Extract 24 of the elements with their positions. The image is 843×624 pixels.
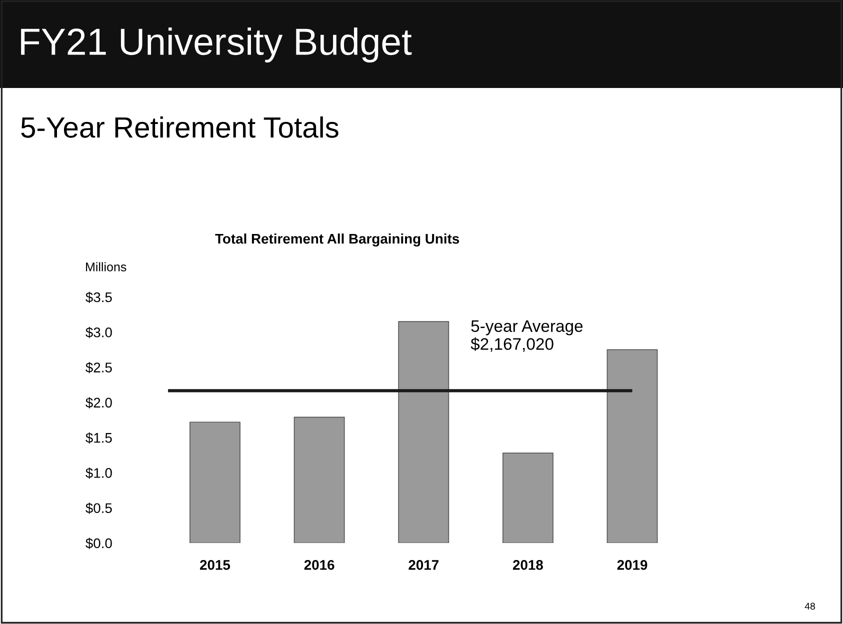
y-tick-label: $0.5 bbox=[86, 502, 112, 514]
x-tick-label: 2017 bbox=[408, 560, 438, 570]
bar bbox=[502, 452, 554, 543]
chart-title: FY21 University Budget bbox=[21, 28, 412, 62]
bar bbox=[606, 349, 658, 543]
text: Total Retirement All Bargaining Units bbox=[215, 233, 460, 247]
ref-line-label: 5-year Average $2,167,020 bbox=[470, 320, 583, 352]
y-tick-label: $2.0 bbox=[86, 397, 112, 408]
y-tick-label: $3.5 bbox=[86, 292, 112, 303]
y-tick-label: $2.5 bbox=[86, 362, 112, 374]
y-tick-label: $0.0 bbox=[86, 538, 112, 549]
x-tick-label: 2018 bbox=[512, 560, 543, 570]
x-tick-label: 2019 bbox=[617, 560, 648, 570]
x-tick-label: 2015 bbox=[200, 560, 230, 570]
bar bbox=[294, 416, 345, 543]
bar bbox=[398, 321, 450, 543]
x-tick-label: 2016 bbox=[304, 560, 334, 570]
y-axis-title: Millions bbox=[86, 262, 126, 272]
text: 48 bbox=[804, 602, 815, 610]
y-tick-label: $3.0 bbox=[86, 326, 112, 338]
chart-subtitle: 5-Year Retirement Totals bbox=[21, 116, 338, 138]
y-tick-label: $1.0 bbox=[86, 467, 112, 479]
bar bbox=[190, 422, 240, 543]
y-tick-label: $1.5 bbox=[86, 432, 112, 444]
